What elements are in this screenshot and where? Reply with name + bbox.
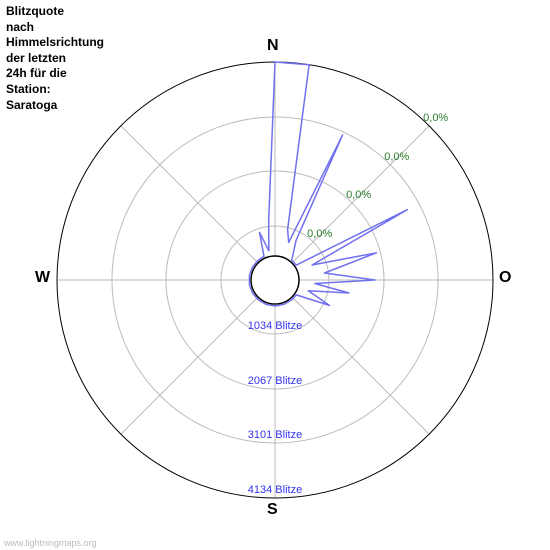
title-line: 24h für die (6, 66, 67, 80)
percent-label: 0,0% (346, 189, 371, 201)
compass-north: N (267, 37, 279, 55)
percent-label: 0,0% (307, 228, 332, 240)
ring-label: 1034 Blitze (248, 320, 302, 332)
percent-label: 0,0% (384, 151, 409, 163)
compass-east: O (499, 269, 511, 287)
ring-label: 4134 Blitze (248, 484, 302, 496)
footer-link: www.lightningmaps.org (4, 538, 97, 548)
chart-title: Blitzquote nachHimmelsrichtung der letzten… (6, 4, 104, 113)
compass-west: W (35, 269, 50, 287)
title-line: der letzten (6, 51, 66, 65)
title-line: nach (6, 20, 34, 34)
ring-label: 3101 Blitze (248, 429, 302, 441)
ring-label: 2067 Blitze (248, 375, 302, 387)
percent-label: 0,0% (423, 112, 448, 124)
title-line: Saratoga (6, 98, 57, 112)
compass-south: S (267, 501, 278, 519)
title-line: Station: (6, 82, 51, 96)
title-line: Blitzquote (6, 4, 64, 18)
title-line: Himmelsrichtung (6, 35, 104, 49)
